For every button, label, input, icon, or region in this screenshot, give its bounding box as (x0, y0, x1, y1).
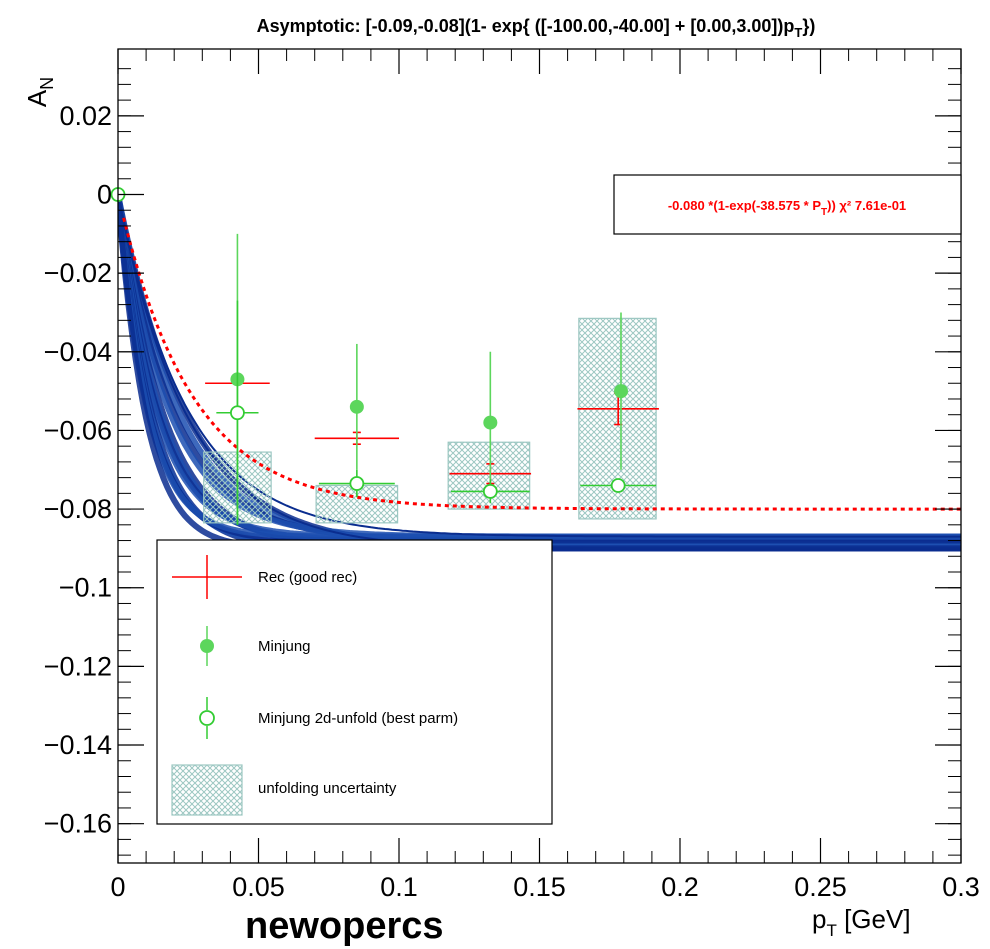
chart-title-subscript: T (794, 25, 802, 40)
legend-label-rec: Rec (good rec) (258, 569, 357, 586)
axis-ticks: 0.02 0 −0.02 −0.04 −0.06 −0.08 −0.1 −0.12 −0.14 −… (44, 49, 980, 902)
y-tick-label: −0.06 (44, 415, 112, 445)
point-marker (613, 384, 628, 399)
chart-title: Asymptotic: [-0.09,-0.08](1- exp{ ([-100… (257, 16, 816, 40)
x-tick-label: 0.15 (513, 872, 566, 902)
x-tick-label: 0.1 (380, 872, 418, 902)
y-tick-label: −0.02 (44, 258, 112, 288)
y-axis-label: AN (22, 77, 57, 107)
x-tick-label: 0.25 (794, 872, 847, 902)
y-tick-label: 0.02 (59, 101, 112, 131)
x-tick-label: 0.3 (942, 872, 980, 902)
point-marker (483, 415, 498, 430)
fit-result-text: -0.080 *(1-exp(-38.575 * PT)) χ² 7.61e-0… (668, 198, 906, 218)
uncertainty-box (447, 441, 531, 510)
data-point (349, 343, 364, 470)
data-point (450, 479, 530, 504)
point-marker (349, 476, 365, 491)
fit-curve (122, 217, 961, 511)
fit-result-box: -0.080 *(1-exp(-38.575 * PT)) χ² 7.61e-0… (613, 174, 962, 235)
data-point (613, 312, 628, 470)
y-tick-label: −0.16 (44, 809, 112, 839)
x-tick-label: 0 (110, 872, 125, 902)
legend-entry-minjung-unfold: Minjung 2d-unfold (best parm) (199, 697, 458, 739)
x-axis-label-subscript: T (826, 921, 836, 940)
legend-entry-minjung: Minjung (200, 626, 311, 666)
fit-line (122, 217, 961, 511)
data-point (483, 351, 498, 494)
legend-entry-unfolding-uncertainty: unfolding uncertainty (171, 764, 397, 816)
point-marker (230, 405, 245, 421)
y-axis-label-subscript: N (37, 77, 57, 90)
unfolding-uncertainty-boxes (203, 317, 657, 524)
y-tick-label: −0.08 (44, 494, 112, 524)
x-tick-label: 0.2 (661, 872, 699, 902)
legend-label-unfolding-uncertainty: unfolding uncertainty (258, 780, 397, 797)
data-point (580, 478, 657, 493)
y-tick-label: −0.1 (59, 573, 112, 603)
data-points (110, 187, 659, 525)
point-marker (349, 399, 364, 414)
y-tick-label: −0.12 (44, 651, 112, 681)
data-point (216, 300, 259, 525)
y-tick-label: −0.14 (44, 730, 112, 760)
point-marker (482, 483, 498, 499)
data-point (318, 469, 395, 498)
point-marker (610, 478, 626, 493)
bottom-label: newopercs (245, 905, 444, 947)
legend-label-minjung-unfold: Minjung 2d-unfold (best parm) (258, 710, 458, 727)
y-tick-label: 0 (97, 179, 112, 209)
fit-result-subscript: T (821, 207, 827, 218)
x-tick-label: 0.05 (232, 872, 285, 902)
legend: Rec (good rec) Minjung Minjung 2d-unfold… (156, 539, 553, 825)
legend-entry-rec: Rec (good rec) (172, 555, 357, 599)
legend-label-minjung: Minjung (258, 638, 311, 655)
y-tick-label: −0.04 (44, 337, 112, 367)
x-axis-label: pT [GeV] (812, 904, 911, 940)
